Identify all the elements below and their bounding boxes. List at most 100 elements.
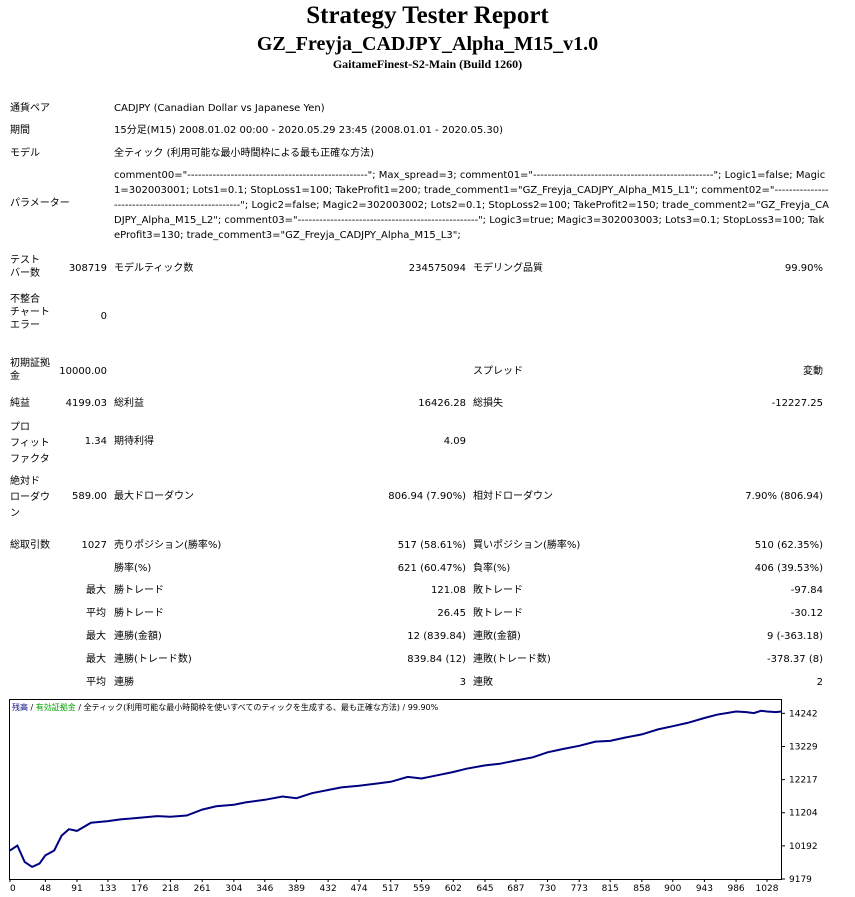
x-tick-label: 815 [602,884,619,894]
y-tick-label: 10192 [789,842,818,852]
bars-label: テスト バー数 [10,255,40,279]
expected-value: 4.09 [443,436,466,447]
y-axis-labels: 14242 13229 12217 11204 10192 9179 [789,709,818,885]
model-label: モデル [10,148,40,159]
trades-value: 1027 [81,540,107,551]
max-cons-win-label: 連勝(金額) [114,631,162,642]
avg-cons-win-label: 連勝 [114,677,134,688]
series-line-balance [9,709,782,869]
largest-win-value: 121.08 [431,585,466,596]
mismatch-label: 不整合 チャート エラー [10,294,50,331]
y-tick-label: 9179 [789,875,812,885]
balance-chart: 0 48 91 133 176 218 261 304 346 389 432 474 517 559 60… [9,699,846,894]
x-tick-label: 304 [225,884,242,894]
model-value: 全ティック (利用可能な最小時間枠による最も正確な方法) [114,148,375,159]
max-cons-loss-label: 連敗(金額) [473,631,521,642]
max-cons-lossamt-value: -378.37 (8) [767,654,823,665]
expected-label: 期待利得 [114,436,154,447]
chart-svg: 0 48 91 133 176 218 261 304 346 389 432 474 517 559 60… [9,699,818,894]
y-tick-label: 12217 [789,776,818,786]
rel-dd-label: 相対ドローダウン [473,491,553,502]
pf-value: 1.34 [84,436,107,447]
net-label: 純益 [10,398,30,409]
gross-loss-label: 総損失 [473,398,503,409]
server-name: GaitameFinest-S2-Main (Build 1260) [332,57,523,71]
avg-cons-loss-label: 連敗 [473,677,493,688]
x-tick-label: 91 [71,884,82,894]
period-label: 期間 [10,125,30,136]
x-tick-label: 943 [696,884,713,894]
legend-desc: 全ティック(利用可能な最小時間枠を使いすべてのティックを生成する、最も正確な方法… [84,702,439,712]
x-tick-label: 133 [99,884,116,894]
net-value: 4199.03 [65,398,107,409]
rel-dd-value: 7.90% (806.94) [745,491,823,502]
max-dd-label: 最大ドローダウン [114,491,194,502]
report-title: Strategy Tester Report [306,2,549,29]
params-value: comment00="-----------------------------… [114,170,829,241]
max-cons-lossamt-label: 連敗(トレード数) [473,654,551,665]
x-tick-label: 0 [10,884,16,894]
avg-win-label: 勝トレード [114,608,164,619]
ticks-value: 234575094 [408,263,466,274]
abs-dd-value: 589.00 [72,491,107,502]
plot-frame [9,699,782,880]
legend-balance: 残高 [12,702,28,712]
x-tick-label: 432 [320,884,337,894]
short-label: 売りポジション(勝率%) [114,540,222,551]
symbol-value: CADJPY (Canadian Dollar vs Japanese Yen) [114,103,325,114]
x-tick-label: 602 [445,884,462,894]
x-tick-label: 218 [162,884,179,894]
ticks-label: モデルティック数 [114,263,194,274]
max-prefix-1: 最大 [86,585,106,596]
legend-sep-2: / [76,703,84,712]
loss-value: 406 (39.53%) [754,563,823,574]
x-tick-label: 346 [256,884,273,894]
spread-value: 変動 [803,366,823,377]
long-label: 買いポジション(勝率%) [473,540,581,551]
symbol-label: 通貨ペア [10,103,50,114]
x-tick-label: 517 [382,884,399,894]
max-cons-profit-label: 連勝(トレード数) [114,654,192,665]
x-tick-label: 986 [727,884,744,894]
largest-loss-value: -97.84 [790,585,823,596]
bars-value: 308719 [68,263,107,274]
trades-label: 総取引数 [10,540,50,551]
largest-win-label: 勝トレード [114,585,164,596]
y-tick-label: 11204 [789,809,818,819]
x-tick-label: 773 [571,884,588,894]
pf-label: プロ フィット ファクタ [10,422,50,465]
x-tick-label: 474 [350,884,367,894]
avg-loss-label: 敗トレード [473,608,523,619]
legend-sep-1: / [28,703,36,712]
largest-loss-label: 敗トレード [473,585,523,596]
y-tick-label: 14242 [789,709,818,719]
max-cons-win-value: 12 (839.84) [407,631,466,642]
max-cons-profit-value: 839.84 (12) [407,654,466,665]
grid [9,712,785,882]
max-prefix-3: 最大 [86,654,106,665]
x-tick-label: 48 [40,884,52,894]
win-label: 勝率(%) [114,563,152,574]
max-cons-loss-value: 9 (-363.18) [767,631,823,642]
x-axis-labels: 0 48 91 133 176 218 261 304 346 389 432 474 517 559 60… [10,884,779,894]
mismatch-value: 0 [100,311,107,322]
period-value: 15分足(M15) 2008.01.02 00:00 - 2020.05.29 … [114,125,503,136]
y-tick-label: 13229 [789,742,818,752]
quality-value: 99.90% [784,263,823,274]
avg-prefix-1: 平均 [86,608,106,619]
gross-loss-value: -12227.25 [771,398,823,409]
chart-legend: 残高 / 有効証拠金 / 全ティック(利用可能な最小時間枠を使いすべてのティック… [12,702,439,712]
long-value: 510 (62.35%) [754,540,823,551]
x-tick-label: 389 [288,884,305,894]
spread-label: スプレッド [473,366,523,377]
x-tick-label: 645 [476,884,493,894]
max-dd-value: 806.94 (7.90%) [388,491,466,502]
loss-label: 負率(%) [473,563,511,574]
x-tick-label: 687 [507,884,524,894]
x-tick-label: 261 [194,884,211,894]
gross-profit-label: 総利益 [114,398,144,409]
avg-cons-loss-value: 2 [816,677,823,688]
avg-cons-win-value: 3 [459,677,466,688]
deposit-label: 初期証拠 金 [10,358,50,382]
abs-dd-label: 絶対ド ローダウ ン [10,476,50,519]
